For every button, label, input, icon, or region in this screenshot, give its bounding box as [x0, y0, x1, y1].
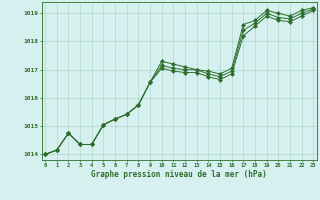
- X-axis label: Graphe pression niveau de la mer (hPa): Graphe pression niveau de la mer (hPa): [91, 170, 267, 179]
